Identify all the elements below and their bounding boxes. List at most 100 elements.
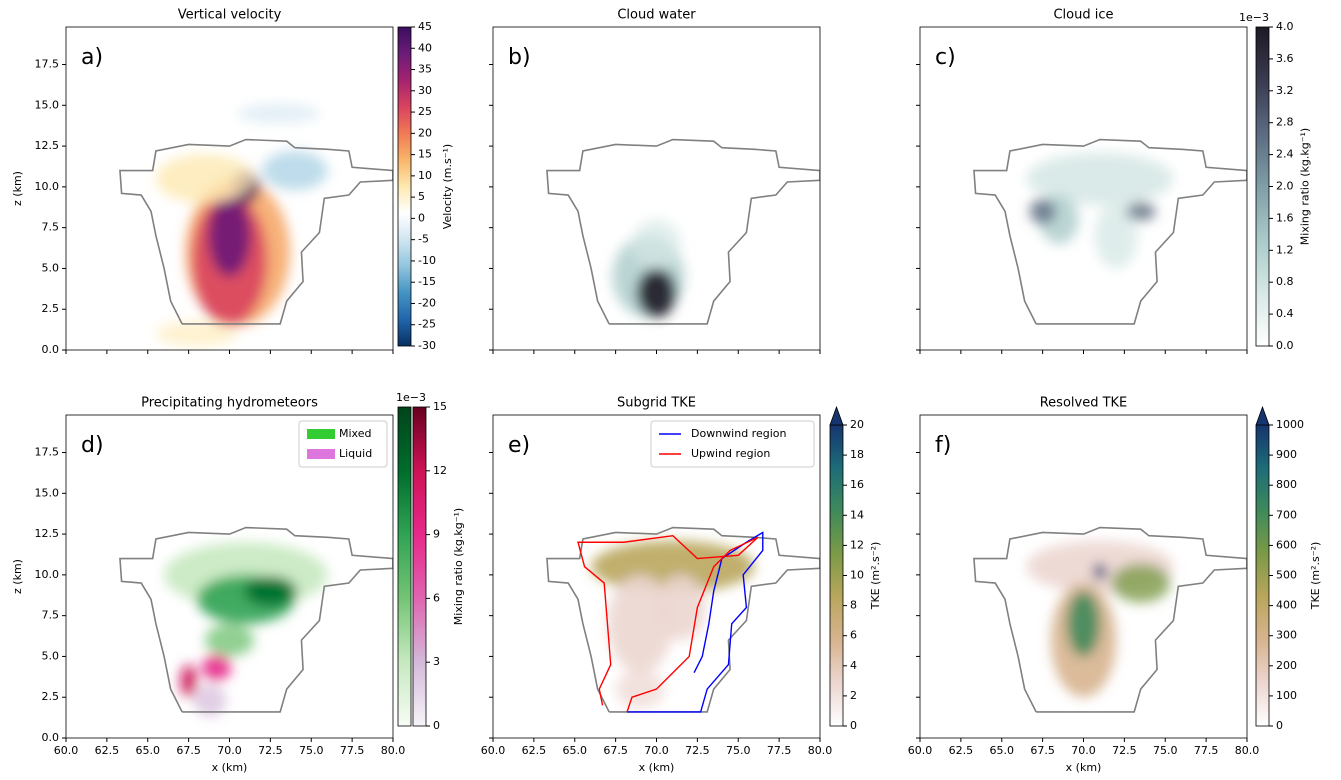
colorbar-tick-label: 35	[418, 63, 432, 76]
colorbar-tick-label: 2.4	[1276, 148, 1294, 161]
x-axis-label: x (km)	[212, 761, 248, 774]
colorbar-tick-label: 2	[850, 689, 857, 702]
field-blob	[1093, 563, 1106, 579]
colorbar-extend	[1256, 407, 1269, 425]
colorbar-tick-label: 16	[850, 478, 864, 491]
colorbar-tick-label: 100	[1276, 689, 1297, 702]
colorbar-tick-label: 25	[418, 105, 432, 118]
colorbar-tick-label: 200	[1276, 659, 1297, 672]
colorbar-tick-label: -30	[418, 339, 436, 352]
colorbar-tick-label: 600	[1276, 538, 1297, 551]
colorbar-tick-label: 10	[850, 569, 864, 582]
field-blob	[637, 268, 676, 317]
panel-label: a)	[81, 45, 103, 70]
colorbar-tick-label: 6	[433, 591, 440, 604]
field	[547, 140, 820, 324]
y-tick-label: 0.0	[42, 343, 60, 356]
colorbar-tick-label: 8	[850, 599, 857, 612]
colorbar	[1256, 425, 1269, 726]
field-blur	[1026, 541, 1173, 698]
panel: Vertical velocitya)0.02.55.07.510.012.51…	[11, 8, 454, 357]
field	[120, 104, 393, 347]
field-blob	[262, 151, 327, 190]
legend-label: Upwind region	[691, 447, 770, 460]
colorbar-tick-label: 12	[850, 538, 864, 551]
colorbar-offset: 1e−3	[1239, 11, 1269, 24]
y-tick-label: 2.5	[42, 690, 60, 703]
x-tick-label: 72.5	[685, 744, 710, 757]
field-blob	[1126, 202, 1155, 222]
colorbar-tick-label: 40	[418, 41, 432, 54]
x-tick-label: 80.0	[808, 744, 833, 757]
field-blob	[238, 104, 320, 124]
x-tick-label: 75.0	[726, 744, 751, 757]
colorbar-offset: 1e−3	[396, 391, 426, 404]
field-blob	[244, 577, 296, 606]
x-tick-label: 67.5	[603, 744, 628, 757]
colorbar-tick-label: 14	[850, 508, 864, 521]
panel-title: Precipitating hydrometeors	[141, 396, 318, 411]
colorbar	[1256, 27, 1269, 346]
x-tick-label: 70.0	[1071, 744, 1096, 757]
legend-label: Downwind region	[691, 427, 786, 440]
colorbar-tick-label: 30	[418, 84, 432, 97]
panel: Subgrid TKEe)60.062.565.067.570.072.575.…	[481, 396, 882, 775]
y-tick-label: 5.0	[42, 261, 60, 274]
colorbar-tick-label: -15	[418, 275, 436, 288]
field-blob	[1030, 198, 1056, 224]
x-tick-label: 67.5	[176, 744, 201, 757]
x-tick-label: 62.5	[95, 744, 120, 757]
colorbar-tick-label: 1.2	[1276, 243, 1294, 256]
colorbar-tick-label: 900	[1276, 448, 1297, 461]
y-tick-label: 15.0	[35, 486, 60, 499]
colorbar-tick-label: -10	[418, 254, 436, 267]
x-tick-label: 77.5	[767, 744, 792, 757]
colorbar-tick-label: 12	[433, 464, 447, 477]
field	[974, 528, 1247, 712]
colorbar-tick-label: 3.2	[1276, 84, 1294, 97]
panel: Cloud waterb)	[489, 8, 820, 355]
colorbar-tick-label: 20	[418, 126, 432, 139]
y-axis-label: z (km)	[11, 559, 24, 594]
colorbar-tick-label: 45	[418, 20, 432, 33]
y-tick-label: 2.5	[42, 302, 60, 315]
field-blob	[1111, 563, 1170, 602]
colorbar-label: TKE (m².s⁻²)	[1309, 542, 1322, 611]
colorbar-tick-label: 18	[850, 448, 864, 461]
y-tick-label: 12.5	[35, 527, 60, 540]
panel-label: b)	[508, 45, 531, 70]
colorbar-tick-label: 0	[850, 719, 857, 732]
y-tick-label: 17.5	[35, 446, 60, 459]
x-tick-label: 62.5	[949, 744, 974, 757]
colorbar-tick-label: 1000	[1276, 418, 1304, 431]
panel: Resolved TKEf)60.062.565.067.570.072.575…	[908, 396, 1322, 775]
x-tick-label: 70.0	[644, 744, 669, 757]
field	[120, 528, 393, 717]
x-tick-label: 75.0	[1153, 744, 1178, 757]
colorbar-tick-label: 2.0	[1276, 180, 1294, 193]
x-tick-label: 65.0	[990, 744, 1015, 757]
colorbar-tick-label: 3.6	[1276, 52, 1294, 65]
x-tick-label: 72.5	[1112, 744, 1137, 757]
colorbar-tick-label: 3	[433, 655, 440, 668]
field	[547, 528, 820, 712]
panel-title: Subgrid TKE	[617, 396, 696, 411]
panel: Precipitating hydrometeorsd)60.062.565.0…	[11, 391, 465, 774]
colorbar-tick-label: 300	[1276, 629, 1297, 642]
colorbar-tick-label: 700	[1276, 508, 1297, 521]
legend-label: Mixed	[339, 427, 371, 440]
field-blob	[632, 219, 681, 268]
panel: Cloud icec)0.00.40.81.21.62.02.42.83.23.…	[916, 8, 1312, 355]
x-tick-label: 80.0	[381, 744, 406, 757]
colorbar-tick-label: 0.0	[1276, 339, 1294, 352]
x-tick-label: 65.0	[136, 744, 161, 757]
x-tick-label: 77.5	[1194, 744, 1219, 757]
colorbar-tick-label: 400	[1276, 599, 1297, 612]
colorbar-tick-label: 0	[433, 719, 440, 732]
colorbar-tick-label: 4	[850, 659, 857, 672]
x-axis-label: x (km)	[639, 761, 675, 774]
y-tick-label: 10.0	[35, 568, 60, 581]
panel-label: f)	[935, 433, 951, 458]
colorbar-extend	[830, 407, 843, 425]
